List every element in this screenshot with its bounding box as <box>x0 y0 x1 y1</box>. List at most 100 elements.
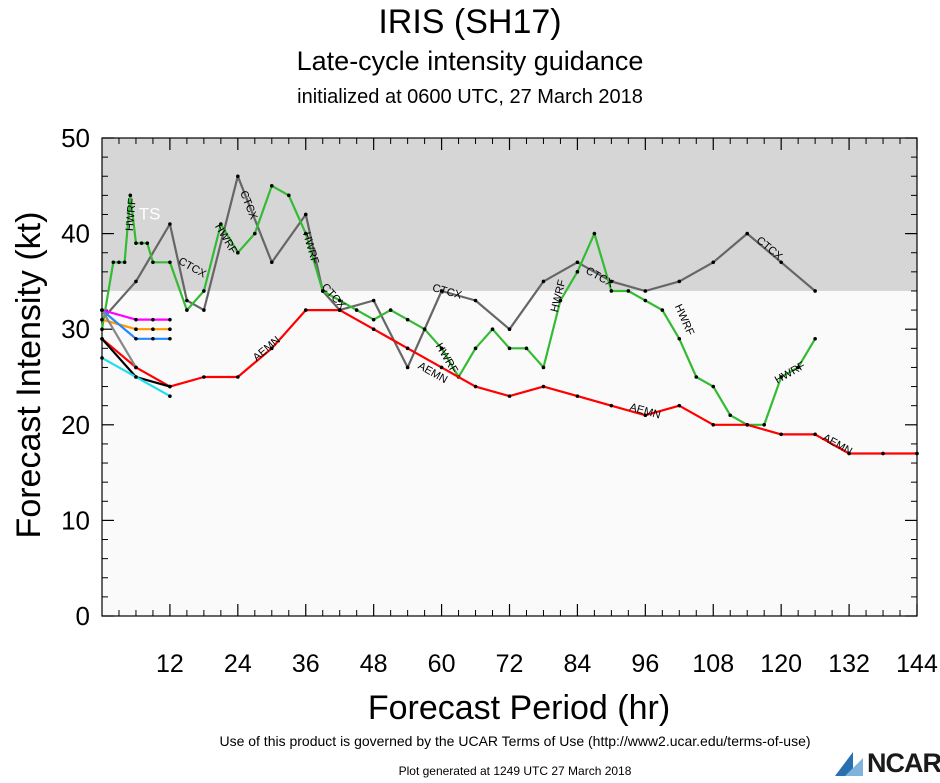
data-point-hwrf <box>303 231 308 236</box>
chart-subtitle: Late-cycle intensity guidance <box>296 46 644 76</box>
data-point-ctcx <box>473 298 478 303</box>
data-point-model <box>168 394 172 398</box>
generated-time: Plot generated at 1249 UTC 27 March 2018 <box>398 764 632 778</box>
data-point-model <box>168 384 172 389</box>
data-point-model <box>151 327 155 332</box>
data-point-ctcx <box>371 298 376 303</box>
x-tick-label: 36 <box>292 650 320 678</box>
intensity-chart: TS 0 10 20 30 40 50 12 24 36 48 60 72 84 96 108 120 132 1… <box>10 123 938 727</box>
data-point-hwrf <box>524 346 529 351</box>
x-tick-label: 48 <box>360 650 388 678</box>
data-point-hwrf <box>762 423 766 427</box>
data-point-hwrf <box>354 308 359 312</box>
data-point-model <box>168 327 172 332</box>
data-point-hwrf <box>219 222 223 226</box>
data-point-ctcx <box>202 308 206 312</box>
data-point-hwrf <box>388 308 393 312</box>
data-point-model <box>134 336 138 341</box>
data-point-hwrf <box>202 289 206 293</box>
x-tick-label: 60 <box>428 650 456 678</box>
logo-text: NCAR <box>867 748 940 778</box>
data-point-model <box>100 308 104 312</box>
data-point-ctcx <box>134 279 138 284</box>
data-point-aemn <box>881 451 885 456</box>
y-tick-label: 10 <box>61 505 90 535</box>
data-point-ctcx <box>168 222 172 226</box>
data-point-hwrf <box>541 365 546 370</box>
y-tick-label: 20 <box>61 410 90 440</box>
data-point-hwrf <box>711 384 716 389</box>
data-point-ctcx <box>439 289 444 293</box>
data-point-aemn <box>269 346 274 351</box>
x-tick-label: 72 <box>496 650 524 678</box>
data-point-hwrf <box>796 365 800 370</box>
x-tick-label: 24 <box>224 650 252 678</box>
data-point-hwrf <box>185 308 189 312</box>
x-tick-label: 108 <box>692 650 734 678</box>
data-point-ctcx <box>575 260 580 265</box>
data-point-ctcx <box>185 298 189 303</box>
data-point-hwrf <box>592 231 597 236</box>
data-point-model <box>151 336 155 341</box>
data-point-aemn <box>813 432 817 437</box>
data-point-aemn <box>371 327 376 332</box>
data-point-hwrf <box>779 375 783 379</box>
data-point-hwrf <box>253 231 257 236</box>
x-tick-label: 144 <box>896 650 938 678</box>
data-point-ctcx <box>677 279 682 284</box>
data-point-ctcx <box>303 212 308 217</box>
y-tick-label: 40 <box>61 219 90 249</box>
data-point-hwrf <box>236 250 240 255</box>
data-point-ctcx <box>779 260 783 265</box>
data-point-hwrf <box>575 270 580 274</box>
data-point-hwrf <box>134 241 138 245</box>
initialization-time: initialized at 0600 UTC, 27 March 2018 <box>297 86 643 108</box>
data-point-aemn <box>473 384 478 389</box>
series-line-model <box>101 309 170 321</box>
data-point-aemn <box>779 432 783 437</box>
data-point-hwrf <box>660 308 665 312</box>
data-point-ctcx <box>813 289 817 293</box>
data-point-model <box>134 375 138 379</box>
data-point-ctcx <box>711 260 716 265</box>
data-point-hwrf <box>728 413 733 418</box>
data-point-aemn <box>303 308 308 312</box>
data-point-hwrf <box>473 346 478 351</box>
data-point-hwrf <box>677 336 682 341</box>
data-point-hwrf <box>111 260 116 265</box>
data-point-model <box>134 327 138 332</box>
data-point-hwrf <box>558 298 563 303</box>
series-line-model <box>101 309 137 368</box>
data-point-hwrf <box>643 298 648 303</box>
x-tick-label: 120 <box>760 650 802 678</box>
data-point-model <box>100 336 104 341</box>
data-point-model <box>100 356 104 360</box>
series-line-hwrf <box>100 184 817 426</box>
data-point-aemn <box>677 403 682 408</box>
series-label-hwrf: HWRF <box>124 197 139 231</box>
data-point-hwrf <box>337 298 342 303</box>
series-group <box>100 174 919 456</box>
data-point-hwrf <box>609 289 614 293</box>
data-point-ctcx <box>507 327 512 332</box>
data-point-aemn <box>236 375 240 379</box>
data-point-model <box>134 365 138 370</box>
data-point-hwrf <box>145 241 150 245</box>
ncar-logo: NCAR <box>833 748 940 778</box>
data-point-model <box>134 317 138 322</box>
data-point-ctcx <box>643 289 648 293</box>
y-tick-label: 0 <box>76 601 90 631</box>
data-point-hwrf <box>694 375 699 379</box>
data-point-aemn <box>745 423 750 427</box>
y-tick-label: 30 <box>61 314 90 344</box>
data-point-aemn <box>711 423 716 427</box>
data-point-hwrf <box>269 184 274 188</box>
data-point-model <box>151 317 155 322</box>
data-point-hwrf <box>439 346 444 351</box>
data-point-aemn <box>337 308 342 312</box>
x-tick-label: 12 <box>156 650 184 678</box>
data-point-hwrf <box>490 327 495 332</box>
axes: 0 10 20 30 40 50 12 24 36 48 60 72 84 96 108 120 132 144 <box>61 123 938 678</box>
data-point-hwrf <box>286 193 291 198</box>
x-tick-label: 96 <box>631 650 659 678</box>
